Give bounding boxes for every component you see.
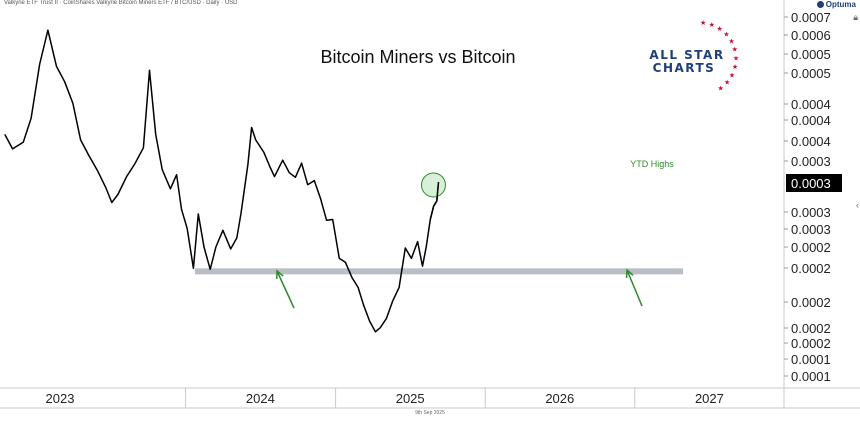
chevron-left-icon[interactable]: ‹ bbox=[856, 200, 859, 210]
chart-title: Bitcoin Miners vs Bitcoin bbox=[320, 47, 515, 67]
optuma-logo-icon bbox=[816, 1, 824, 8]
y-tick-label: 0.0002 bbox=[791, 261, 831, 276]
lock-icon[interactable]: 🔒︎ bbox=[853, 12, 858, 22]
annotation-ytd-highs: YTD Highs bbox=[630, 159, 674, 169]
star-icon: ★ ★★★★★★★★★★ bbox=[700, 19, 739, 92]
ytd-highs-circle bbox=[420, 172, 446, 198]
y-tick-label: 0.0003 bbox=[791, 154, 831, 169]
y-tick-label: 0.0007 bbox=[791, 10, 831, 25]
x-tick-label: 2023 bbox=[46, 391, 75, 406]
footer-date: 9th Sep 2025 bbox=[415, 410, 445, 416]
y-tick-label: 0.0005 bbox=[791, 66, 831, 81]
y-tick-label: 0.0004 bbox=[791, 134, 831, 149]
logo-star: ★ bbox=[728, 38, 734, 46]
chart-header-info: Valkyrie ETF Trust II · CoinShares Valky… bbox=[4, 0, 238, 6]
x-tick-label: 2027 bbox=[695, 391, 724, 406]
logo-star: ★ bbox=[709, 21, 715, 29]
logo-line-1: ALL STAR bbox=[649, 48, 724, 62]
y-tick-label: 0.0001 bbox=[791, 369, 831, 384]
support-arrow-2025 bbox=[625, 268, 643, 307]
last-value-tag bbox=[786, 174, 842, 192]
y-tick-label: 0.0006 bbox=[791, 28, 831, 43]
y-tick-label: 0.0002 bbox=[791, 321, 831, 336]
optuma-brand: Optuma bbox=[816, 0, 856, 9]
logo-star: ★ bbox=[733, 54, 739, 62]
logo-star: ★ bbox=[700, 19, 706, 27]
x-tick-label: 2024 bbox=[246, 391, 275, 406]
plot-area bbox=[4, 29, 683, 333]
logo-star: ★ bbox=[718, 84, 724, 92]
y-tick-label: 0.0005 bbox=[791, 47, 831, 62]
x-tick-label: 2026 bbox=[545, 391, 574, 406]
logo-star: ★ bbox=[724, 79, 730, 87]
y-tick-label: 0.0001 bbox=[791, 352, 831, 367]
brand-name: Optuma bbox=[825, 0, 856, 9]
logo-star: ★ bbox=[723, 30, 729, 38]
support-arrow-2024 bbox=[276, 269, 295, 309]
logo-line-2: CHARTS bbox=[653, 61, 716, 75]
support-band bbox=[195, 268, 683, 275]
y-tick-label: 0.0002 bbox=[791, 336, 831, 351]
logo-star: ★ bbox=[729, 71, 735, 79]
series-line bbox=[4, 29, 440, 333]
y-tick-label: 0.0003 bbox=[791, 222, 831, 237]
last-value-label: 0.0003 bbox=[791, 176, 831, 191]
y-tick-label: 0.0003 bbox=[791, 205, 831, 220]
x-axis: 2023 2024 2025 2026 2027 bbox=[0, 387, 860, 409]
y-axis: 0.00070.00060.00050.00050.00040.00040.00… bbox=[783, 0, 842, 408]
y-tick-label: 0.0004 bbox=[791, 113, 831, 128]
all-star-charts-logo: ALL STAR CHARTS ★ ★★★★★★★★★★ bbox=[649, 19, 739, 92]
y-tick-label: 0.0002 bbox=[791, 240, 831, 255]
y-tick-label: 0.0002 bbox=[791, 295, 831, 310]
logo-star: ★ bbox=[732, 63, 738, 71]
x-tick-label: 2025 bbox=[396, 391, 425, 406]
y-tick-label: 0.0004 bbox=[791, 97, 831, 112]
series-line-tail bbox=[429, 181, 440, 220]
logo-star: ★ bbox=[732, 46, 738, 54]
logo-star: ★ bbox=[716, 25, 722, 33]
